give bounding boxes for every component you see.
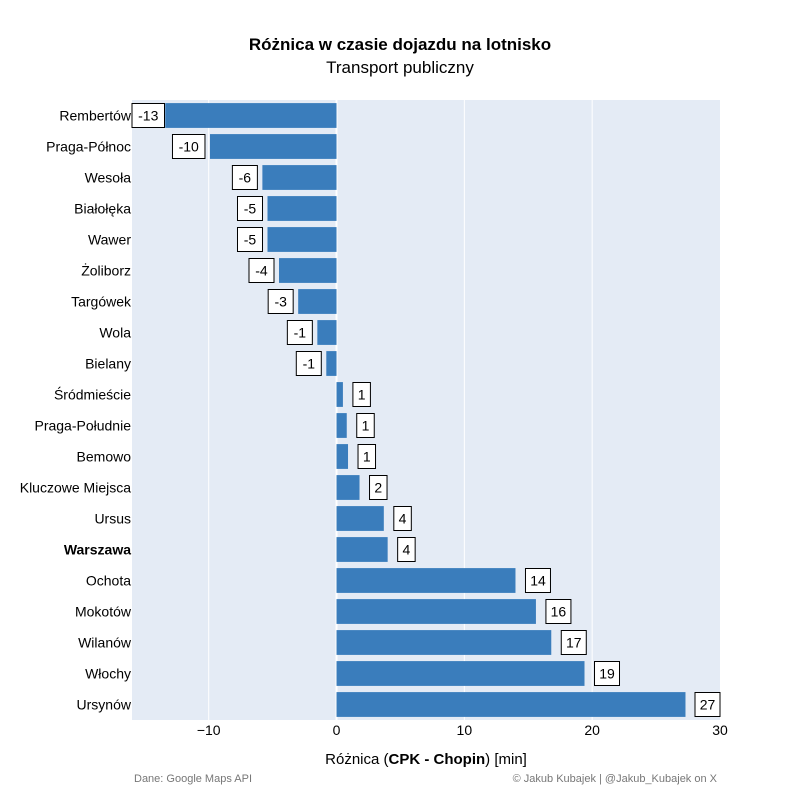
category-label: Ursus [94, 511, 131, 527]
value-label: -5 [244, 232, 257, 248]
category-label: Żoliborz [81, 262, 131, 279]
category-label: Wola [99, 325, 131, 341]
chart-title: Różnica w czasie dojazdu na lotnisko [249, 35, 551, 54]
category-label: Wawer [88, 232, 131, 248]
category-label: Śródmieście [54, 386, 131, 403]
category-label: Targówek [71, 294, 132, 310]
value-label: -5 [244, 201, 257, 217]
footer-source: Dane: Google Maps API [134, 773, 252, 785]
bar [209, 134, 337, 159]
value-label-box [236, 196, 263, 221]
value-label: -4 [255, 263, 268, 279]
value-label: -1 [294, 325, 307, 341]
value-label: 1 [363, 449, 371, 465]
value-label-box [524, 568, 551, 593]
value-label-box [357, 444, 377, 469]
chart-subtitle: Transport publiczny [326, 58, 474, 77]
category-label: Białołęka [74, 201, 131, 217]
value-label: 16 [551, 604, 567, 620]
category-label: Wilanów [78, 635, 132, 651]
category-label: Wesoła [85, 170, 132, 186]
value-label: 1 [358, 387, 366, 403]
value-label: 1 [362, 418, 370, 434]
bar [165, 103, 337, 128]
value-label-box [560, 630, 587, 655]
category-label: Warszawa [64, 542, 131, 558]
value-label-box [397, 537, 416, 562]
bar [326, 351, 337, 376]
bar [336, 568, 516, 593]
bar [317, 320, 337, 345]
bar [336, 630, 552, 655]
bar [279, 258, 337, 283]
x-tick-label: 0 [333, 722, 341, 738]
category-label: Bielany [85, 356, 131, 372]
bar [336, 444, 349, 469]
category-label: Bemowo [77, 449, 132, 465]
bar [298, 289, 337, 314]
value-label: 17 [566, 635, 582, 651]
value-label: -10 [179, 139, 199, 155]
value-label: 4 [399, 511, 407, 527]
value-label: -13 [138, 108, 158, 124]
x-axis-label-suffix: ) [min] [485, 751, 527, 768]
x-axis-label: Różnica (CPK - Chopin) [min] [325, 751, 527, 768]
value-label-box [131, 103, 165, 128]
value-label: -6 [239, 170, 252, 186]
value-label: 19 [599, 666, 615, 682]
value-label-box [236, 227, 263, 252]
value-label-box [231, 165, 258, 190]
bar [267, 196, 337, 221]
category-label: Włochy [85, 666, 131, 682]
category-labels: Rembertów Praga-Północ Wesoła Białołęka Wawe… [20, 108, 132, 713]
bar [336, 413, 347, 438]
category-label: Rembertów [59, 108, 131, 124]
category-label: Praga-Południe [34, 418, 131, 434]
bar [336, 506, 384, 531]
value-label-box [356, 413, 375, 438]
value-label: 14 [530, 573, 546, 589]
bar [267, 227, 337, 252]
bar [336, 599, 536, 624]
category-label: Ochota [86, 573, 131, 589]
value-label-box [545, 599, 572, 624]
value-label: -1 [303, 356, 316, 372]
value-label-box [694, 692, 721, 717]
category-label: Ursynów [77, 697, 132, 713]
value-label-box [267, 289, 294, 314]
value-label-box [393, 506, 412, 531]
x-tick-labels: −10 0 10 20 30 [197, 722, 728, 738]
value-label-box [171, 134, 206, 159]
bar [336, 537, 388, 562]
bar [336, 692, 686, 717]
value-label: 2 [374, 480, 382, 496]
category-label: Mokotów [75, 604, 132, 620]
x-tick-label: 20 [584, 722, 600, 738]
footer-credit: © Jakub Kubajek | @Jakub_Kubajek on X [513, 773, 718, 785]
x-axis-label-prefix: Różnica ( [325, 751, 388, 768]
category-label: Praga-Północ [46, 139, 131, 155]
bars [165, 103, 686, 717]
x-tick-label: −10 [197, 722, 221, 738]
x-tick-label: 10 [457, 722, 473, 738]
value-label: 4 [403, 542, 411, 558]
x-axis-label-bold: CPK - Chopin [389, 751, 486, 768]
value-label-box [594, 661, 621, 686]
bar [336, 661, 585, 686]
value-label: -3 [274, 294, 287, 310]
bar [262, 165, 337, 190]
plot-area [132, 100, 720, 720]
value-label-box [352, 382, 371, 407]
value-label: 27 [700, 697, 716, 713]
value-label-box [369, 475, 388, 500]
x-tick-label: 30 [712, 722, 728, 738]
category-label: Kluczowe Miejsca [20, 480, 131, 496]
value-label-box [286, 320, 313, 345]
value-label-box [248, 258, 275, 283]
bar [336, 475, 360, 500]
value-label-box [295, 351, 322, 376]
bar [336, 382, 343, 407]
